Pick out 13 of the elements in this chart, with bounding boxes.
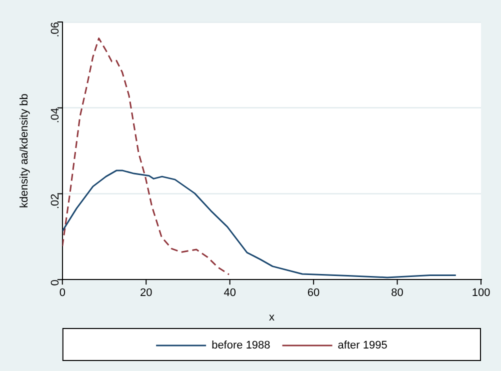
x-tick-label: 80 <box>391 287 404 300</box>
x-tick-label: 20 <box>140 287 152 300</box>
x-tick-label: 100 <box>472 287 490 300</box>
legend-label: before 1988 <box>212 340 270 352</box>
y-tick-label: .02 <box>49 194 62 210</box>
y-tick-label: 0 <box>49 280 62 286</box>
x-tick-label: 40 <box>224 287 236 300</box>
y-tick-label: .04 <box>49 108 62 124</box>
x-tick-label: 60 <box>307 287 320 300</box>
x-axis-title: x <box>268 311 275 324</box>
y-tick-label: .06 <box>49 22 62 38</box>
y-axis-title: kdensity aa/kdensity bb <box>18 94 31 208</box>
legend-label: after 1995 <box>338 340 388 352</box>
